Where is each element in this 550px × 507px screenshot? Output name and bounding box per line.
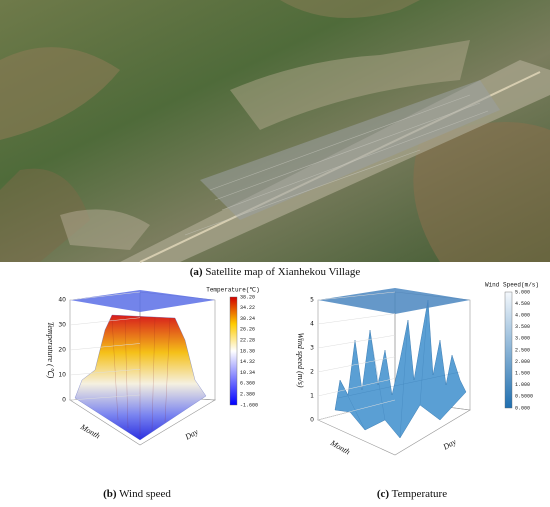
- z-tick-label: 0: [62, 397, 66, 404]
- top-plane: [70, 290, 215, 312]
- caption-label: (c): [377, 488, 390, 500]
- x-axis-label: Month: [78, 422, 101, 441]
- colorbar-tick-label: 4.500: [515, 301, 530, 307]
- grid-line: [317, 399, 396, 421]
- colorbar-title: Temperature(℃): [206, 287, 260, 294]
- z-tick-label: 0: [310, 417, 314, 424]
- plot-c-box: [317, 288, 513, 456]
- colorbar-tick-label: 0.5000: [515, 394, 533, 400]
- caption-a: (a) Satellite map of Xianhekou Village: [190, 266, 361, 278]
- caption-text: Wind speed: [119, 488, 171, 500]
- top-plane: [318, 288, 470, 314]
- colorbar-tick-label: 14.32: [240, 359, 255, 365]
- z-tick-label: 5: [310, 297, 314, 304]
- colorbar-tick-label: 22.28: [240, 338, 255, 344]
- colorbar-tick-label: 3.500: [515, 324, 530, 330]
- caption-text: Temperature: [392, 488, 448, 500]
- caption-b: (b) Wind speed: [103, 488, 171, 500]
- z-axis-label: Temperature (℃): [46, 322, 55, 379]
- satellite-image: [0, 0, 550, 263]
- colorbar-tick-label: 2.000: [515, 359, 530, 365]
- z-tick-label: 3: [310, 345, 314, 352]
- wind-surface: [334, 299, 467, 439]
- caption-text: Satellite map of Xianhekou Village: [205, 266, 360, 278]
- colorbar: [504, 291, 513, 409]
- colorbar-tick-label: 1.000: [515, 382, 530, 388]
- z-tick-label: 40: [58, 297, 66, 304]
- colorbar-tick-label: 10.34: [240, 370, 255, 376]
- temperature-surface: [74, 314, 207, 441]
- z-tick-label: 10: [58, 372, 66, 379]
- colorbar: [229, 296, 238, 406]
- colorbar-tick-label: 38.20: [240, 294, 255, 300]
- colorbar-tick-label: 2.380: [240, 392, 255, 398]
- colorbar-tick-label: 6.360: [240, 381, 255, 387]
- colorbar-tick-label: 18.30: [240, 348, 255, 354]
- plot-b-box: [69, 290, 238, 446]
- z-tick-label: 20: [58, 347, 66, 354]
- z-axis-label: Wind speed (m/s): [296, 332, 305, 387]
- colorbar-title: Wind Speed(m/s): [485, 282, 539, 289]
- caption-label: (b): [103, 488, 117, 500]
- grid-line: [317, 356, 396, 373]
- grid-line: [69, 291, 141, 301]
- colorbar-tick-label: 26.26: [240, 327, 255, 333]
- grid-line: [317, 313, 396, 325]
- z-tick-label: 4: [310, 321, 314, 328]
- colorbar-tick-label: 30.24: [240, 316, 255, 322]
- z-tick-label: 1: [310, 393, 314, 400]
- caption-label: (a): [190, 266, 203, 278]
- grid-line: [317, 291, 396, 301]
- grid-line: [69, 343, 141, 351]
- grid-line: [69, 369, 141, 376]
- colorbar-tick-label: -1.600: [240, 402, 258, 408]
- colorbar-tick-label: 0.000: [515, 405, 530, 411]
- colorbar-tick-label: 4.000: [515, 313, 530, 319]
- grid-line: [69, 394, 141, 401]
- colorbar-tick-label: 1.500: [515, 371, 530, 377]
- y-axis-label: Day: [183, 427, 200, 442]
- grid-line: [317, 334, 396, 349]
- grid-line: [69, 317, 141, 326]
- colorbar-tick-label: 5.000: [515, 289, 530, 295]
- colorbar-tick-label: 34.22: [240, 305, 255, 311]
- z-tick-label: 2: [310, 369, 314, 376]
- grid-line: [317, 378, 396, 397]
- caption-c: (c) Temperature: [377, 488, 447, 500]
- colorbar-tick-label: 3.000: [515, 336, 530, 342]
- colorbar-tick-label: 2.500: [515, 347, 530, 353]
- z-tick-label: 30: [58, 322, 66, 329]
- y-axis-label: Day: [441, 437, 458, 452]
- x-axis-label: Month: [328, 438, 351, 457]
